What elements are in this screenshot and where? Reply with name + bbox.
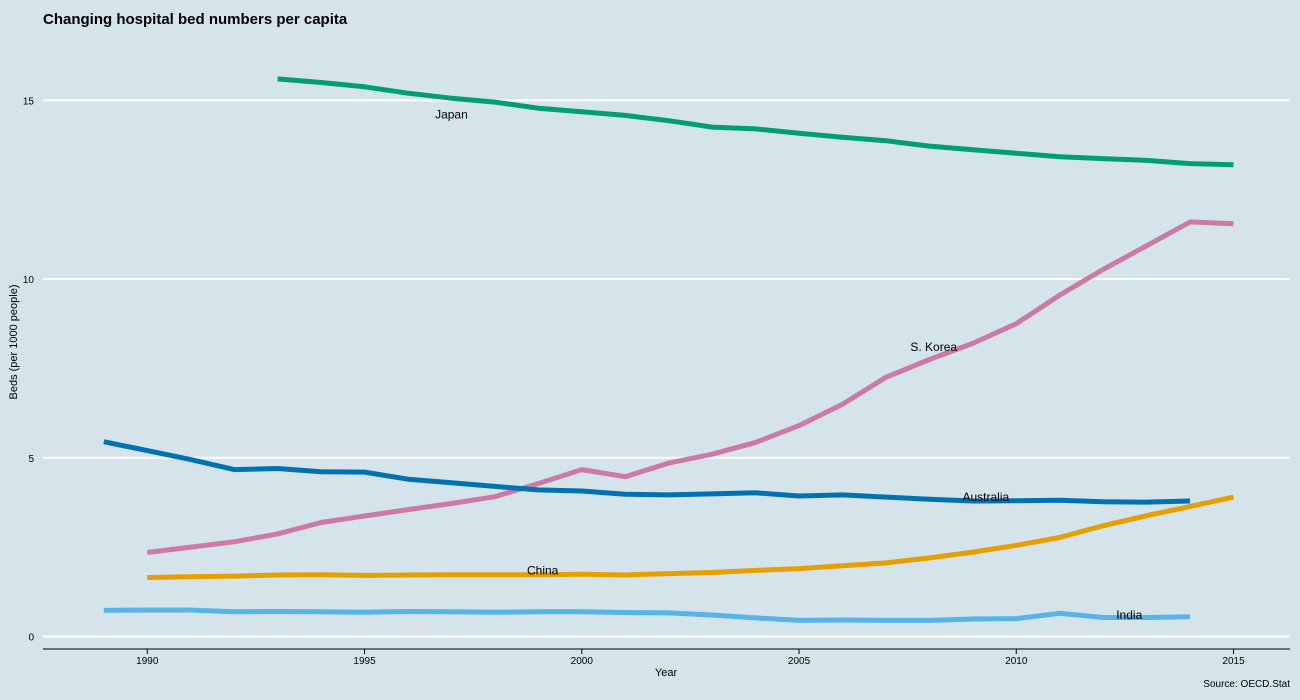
series-line-india: [103, 607, 1191, 623]
series-labels: Japan S. Korea Australia China India: [435, 108, 1142, 622]
source-note: Source: OECD.Stat: [1203, 679, 1290, 690]
x-tick-label-2005: 2005: [788, 656, 811, 667]
x-tick-label-2015: 2015: [1222, 656, 1245, 667]
series-line-australia: [103, 439, 1191, 505]
series-line-china: [147, 494, 1235, 580]
x-tick-label-2000: 2000: [571, 656, 594, 667]
series-label-australia: Australia: [963, 490, 1010, 504]
y-axis-ticks: 0 5 10 15: [23, 96, 35, 643]
series-lines: [103, 76, 1235, 623]
y-axis-label: Beds (per 1000 people): [8, 285, 20, 400]
series-line-s-korea: [146, 219, 1234, 555]
series-line-japan: [277, 76, 1234, 168]
x-tick-label-1995: 1995: [353, 656, 376, 667]
x-tick-label-2010: 2010: [1005, 656, 1028, 667]
chart-title: Changing hospital bed numbers per capita: [43, 11, 348, 28]
y-tick-label-10: 10: [23, 275, 35, 286]
x-axis-label: Year: [655, 667, 678, 679]
series-label-s-korea: S. Korea: [910, 340, 957, 354]
series-label-japan: Japan: [435, 108, 468, 122]
y-tick-label-15: 15: [23, 96, 35, 107]
y-tick-label-0: 0: [28, 632, 34, 643]
y-tick-label-5: 5: [28, 454, 34, 465]
x-tick-label-1990: 1990: [136, 656, 159, 667]
series-label-india: India: [1116, 608, 1142, 622]
gridlines: [43, 99, 1290, 638]
x-axis-ticks: 1990 1995 2000 2005 2010 2015: [136, 649, 1245, 667]
series-label-china: China: [527, 563, 559, 577]
